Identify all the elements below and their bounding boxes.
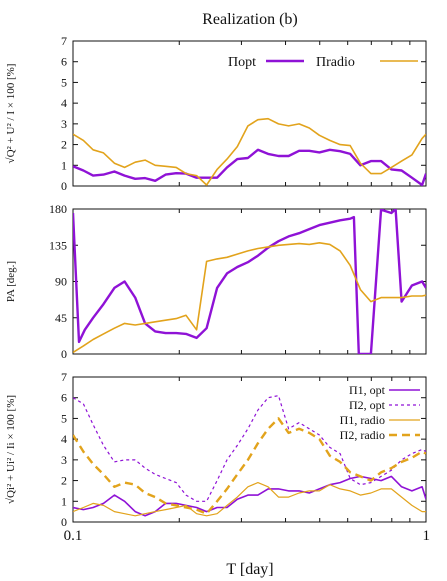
plot-frame [72,376,427,523]
y-tick-label: 135 [49,238,67,252]
series-line [73,117,426,186]
y-tick-label: 45 [55,311,67,325]
y-tick-label: 90 [55,275,67,289]
panel-polarization-angle: 0 45 90 135 180 PA [deg.] [5,202,427,361]
y-tick-label: 1 [61,494,67,508]
y-tick-label: 180 [49,202,67,216]
series-line [73,209,426,354]
series-line [73,395,426,502]
legend-label: Πradio [316,55,355,70]
figure-title: Realization (b) [202,11,298,28]
y-tick-label: 5 [61,75,67,89]
y-tick-label: 0 [61,347,67,361]
legend-label: Π2, opt [349,398,386,412]
legend-label: Π2, radio [340,428,385,442]
y-tick-label: 2 [61,138,67,152]
series-line [73,417,426,515]
y-axis-label: PA [deg.] [5,261,17,302]
y-tick-label: 6 [61,55,67,69]
y-tick-label: 4 [61,432,67,446]
legend-label: Π1, opt [349,383,386,397]
panel-polarization-degree: 0 1 2 3 4 5 6 7 √Q² + U² / I × 100 [%] Πopt Πradio [5,34,427,193]
y-tick-label: 6 [61,391,67,405]
x-axis-label: T [day] [226,561,273,578]
y-tick-label: 0 [61,179,67,193]
plot-frame [72,40,427,187]
x-tick-label: 1 [423,528,431,544]
legend-label: Π1, radio [340,413,385,427]
series-line [73,148,426,186]
y-tick-label: 2 [61,474,67,488]
y-tick-label: 7 [61,370,67,384]
y-tick-label: 0 [61,515,67,529]
y-tick-label: 3 [61,117,67,131]
panel-band-polarization: 0 1 2 3 4 5 6 7 0.1 1 √Qi² + Ui² / Ii × 100 [%] Π1,… [5,370,430,544]
legend-label: Πopt [228,55,256,70]
y-axis-label: √Q² + U² / I × 100 [%] [5,64,17,164]
y-axis-label: √Qi² + Ui² / Ii × 100 [%] [5,395,17,504]
y-tick-label: 5 [61,411,67,425]
series-line [73,482,426,517]
y-tick-label: 1 [61,158,67,172]
y-tick-label: 3 [61,453,67,467]
x-tick-label: 0.1 [64,528,83,544]
y-tick-label: 7 [61,34,67,48]
series-line [73,242,426,354]
y-tick-label: 4 [61,96,67,110]
